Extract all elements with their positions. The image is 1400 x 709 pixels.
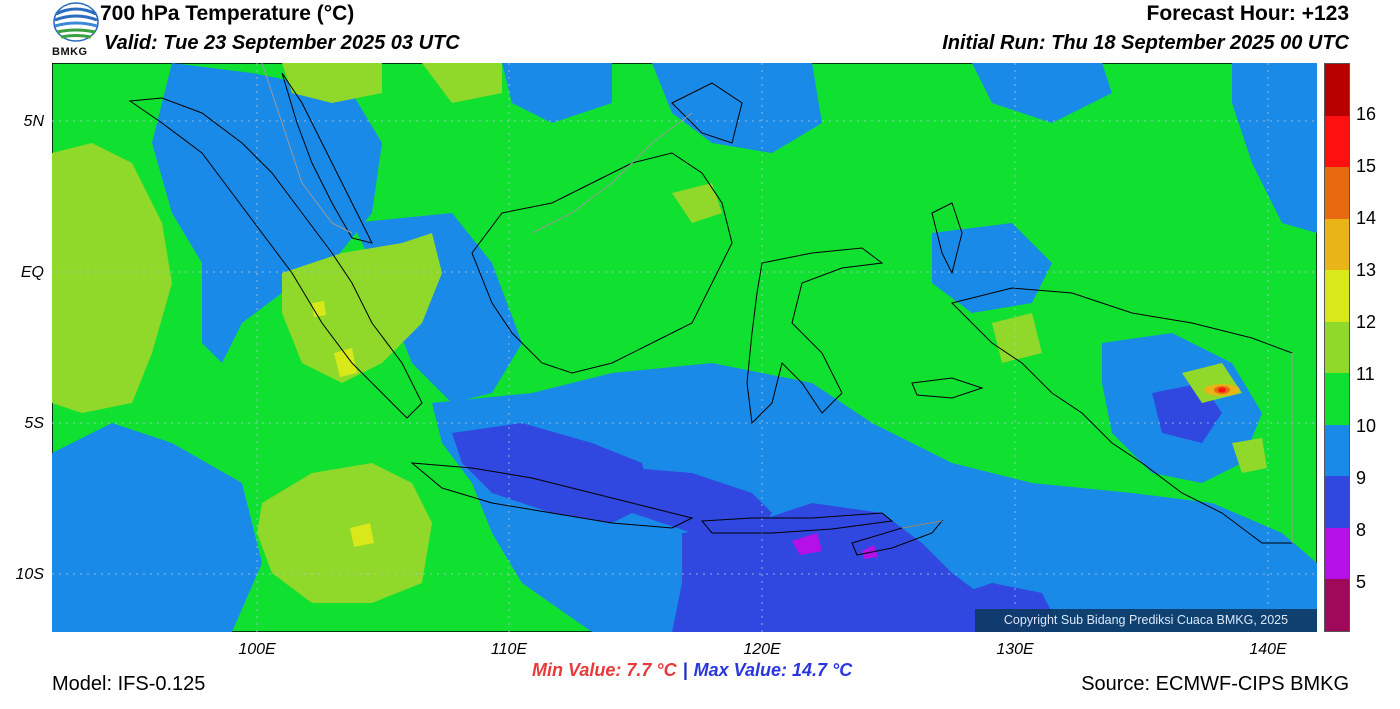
temperature-map <box>52 63 1317 632</box>
lon-label-130e: 130E <box>996 641 1034 658</box>
lon-label-120e: 120E <box>743 641 781 658</box>
colorbar-segment <box>1325 373 1349 426</box>
colorbar-segment <box>1325 321 1349 374</box>
min-max-separator: | <box>682 660 688 680</box>
max-value: Max Value: 14.7 °C <box>693 660 853 680</box>
lon-label-100e: 100E <box>238 641 276 658</box>
colorbar-segment <box>1325 167 1349 220</box>
colorbar-label-16: 16 <box>1356 104 1377 124</box>
colorbar-label-8: 8 <box>1356 520 1367 540</box>
colorbar-segment <box>1325 218 1349 271</box>
lon-label-140e: 140E <box>1249 641 1287 658</box>
colorbar-label-5: 5 <box>1356 572 1367 592</box>
colorbar-label-14: 14 <box>1356 208 1377 228</box>
lat-label-5s: 5S <box>24 415 44 432</box>
colorbar-label-9: 9 <box>1356 468 1367 488</box>
valid-time: Valid: Tue 23 September 2025 03 UTC <box>104 32 460 54</box>
copyright-notice: Copyright Sub Bidang Prediksi Cuaca BMKG… <box>975 609 1317 632</box>
colorbar-segment <box>1325 270 1349 323</box>
colorbar-label-15: 15 <box>1356 156 1377 176</box>
lon-label-110e: 110E <box>490 641 528 658</box>
colorbar-label-13: 13 <box>1356 260 1377 280</box>
chart-title: 700 hPa Temperature (°C) <box>100 2 355 25</box>
lat-label-eq: EQ <box>20 264 44 281</box>
source-label: Source: ECMWF-CIPS BMKG <box>1081 673 1349 695</box>
colorbar-segment <box>1325 579 1349 632</box>
colorbar-segment <box>1325 115 1349 168</box>
initial-run: Initial Run: Thu 18 September 2025 00 UT… <box>942 32 1349 54</box>
lat-label-10s: 10S <box>15 566 44 583</box>
colorbar-label-12: 12 <box>1356 312 1377 332</box>
colorbar-segment <box>1325 424 1349 477</box>
min-value: Min Value: 7.7 °C <box>532 660 677 680</box>
model-label: Model: IFS-0.125 <box>52 673 206 695</box>
min-max-values: Min Value: 7.7 °C | Max Value: 14.7 °C <box>532 660 852 681</box>
colorbar-segment <box>1325 527 1349 580</box>
colorbar <box>1324 63 1350 632</box>
logo-text: BMKG <box>52 46 88 58</box>
lat-label-5n: 5N <box>23 113 44 130</box>
forecast-hour: Forecast Hour: +123 <box>1146 2 1350 25</box>
colorbar-label-11: 11 <box>1356 364 1375 384</box>
bmkg-logo <box>52 2 100 60</box>
colorbar-segment <box>1325 64 1349 117</box>
colorbar-segment <box>1325 476 1349 529</box>
colorbar-label-10: 10 <box>1356 416 1377 436</box>
